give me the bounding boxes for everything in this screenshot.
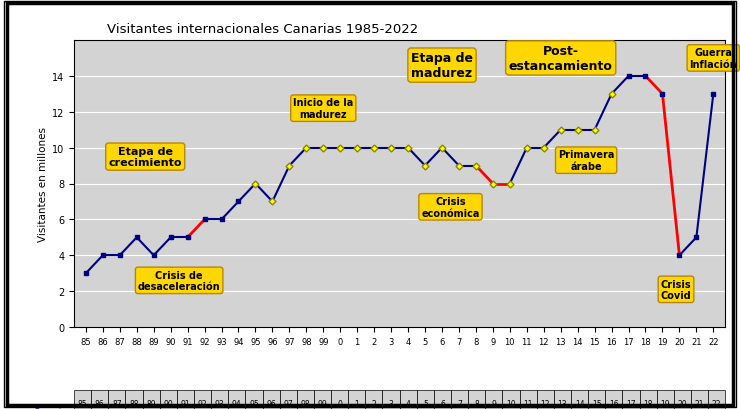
Text: Inicio de la
madurez: Inicio de la madurez [293, 98, 354, 120]
Text: Etapa de
madurez: Etapa de madurez [411, 52, 473, 80]
Text: Guerra
Inflación: Guerra Inflación [690, 48, 737, 70]
Text: → Canarias: → Canarias [19, 407, 71, 409]
Text: Crisis de
desaceleración: Crisis de desaceleración [138, 270, 221, 292]
Text: Crisis
económica: Crisis económica [421, 197, 480, 218]
Text: Visitantes internacionales Canarias 1985-2022: Visitantes internacionales Canarias 1985… [107, 22, 418, 36]
Text: Primavera
árabe: Primavera árabe [558, 150, 614, 171]
Text: Crisis
Covid: Crisis Covid [661, 279, 691, 300]
Text: Post-
estancamiento: Post- estancamiento [509, 45, 613, 73]
Y-axis label: Visitantes en millones: Visitantes en millones [38, 127, 48, 241]
Text: Etapa de
crecimiento: Etapa de crecimiento [109, 146, 182, 168]
